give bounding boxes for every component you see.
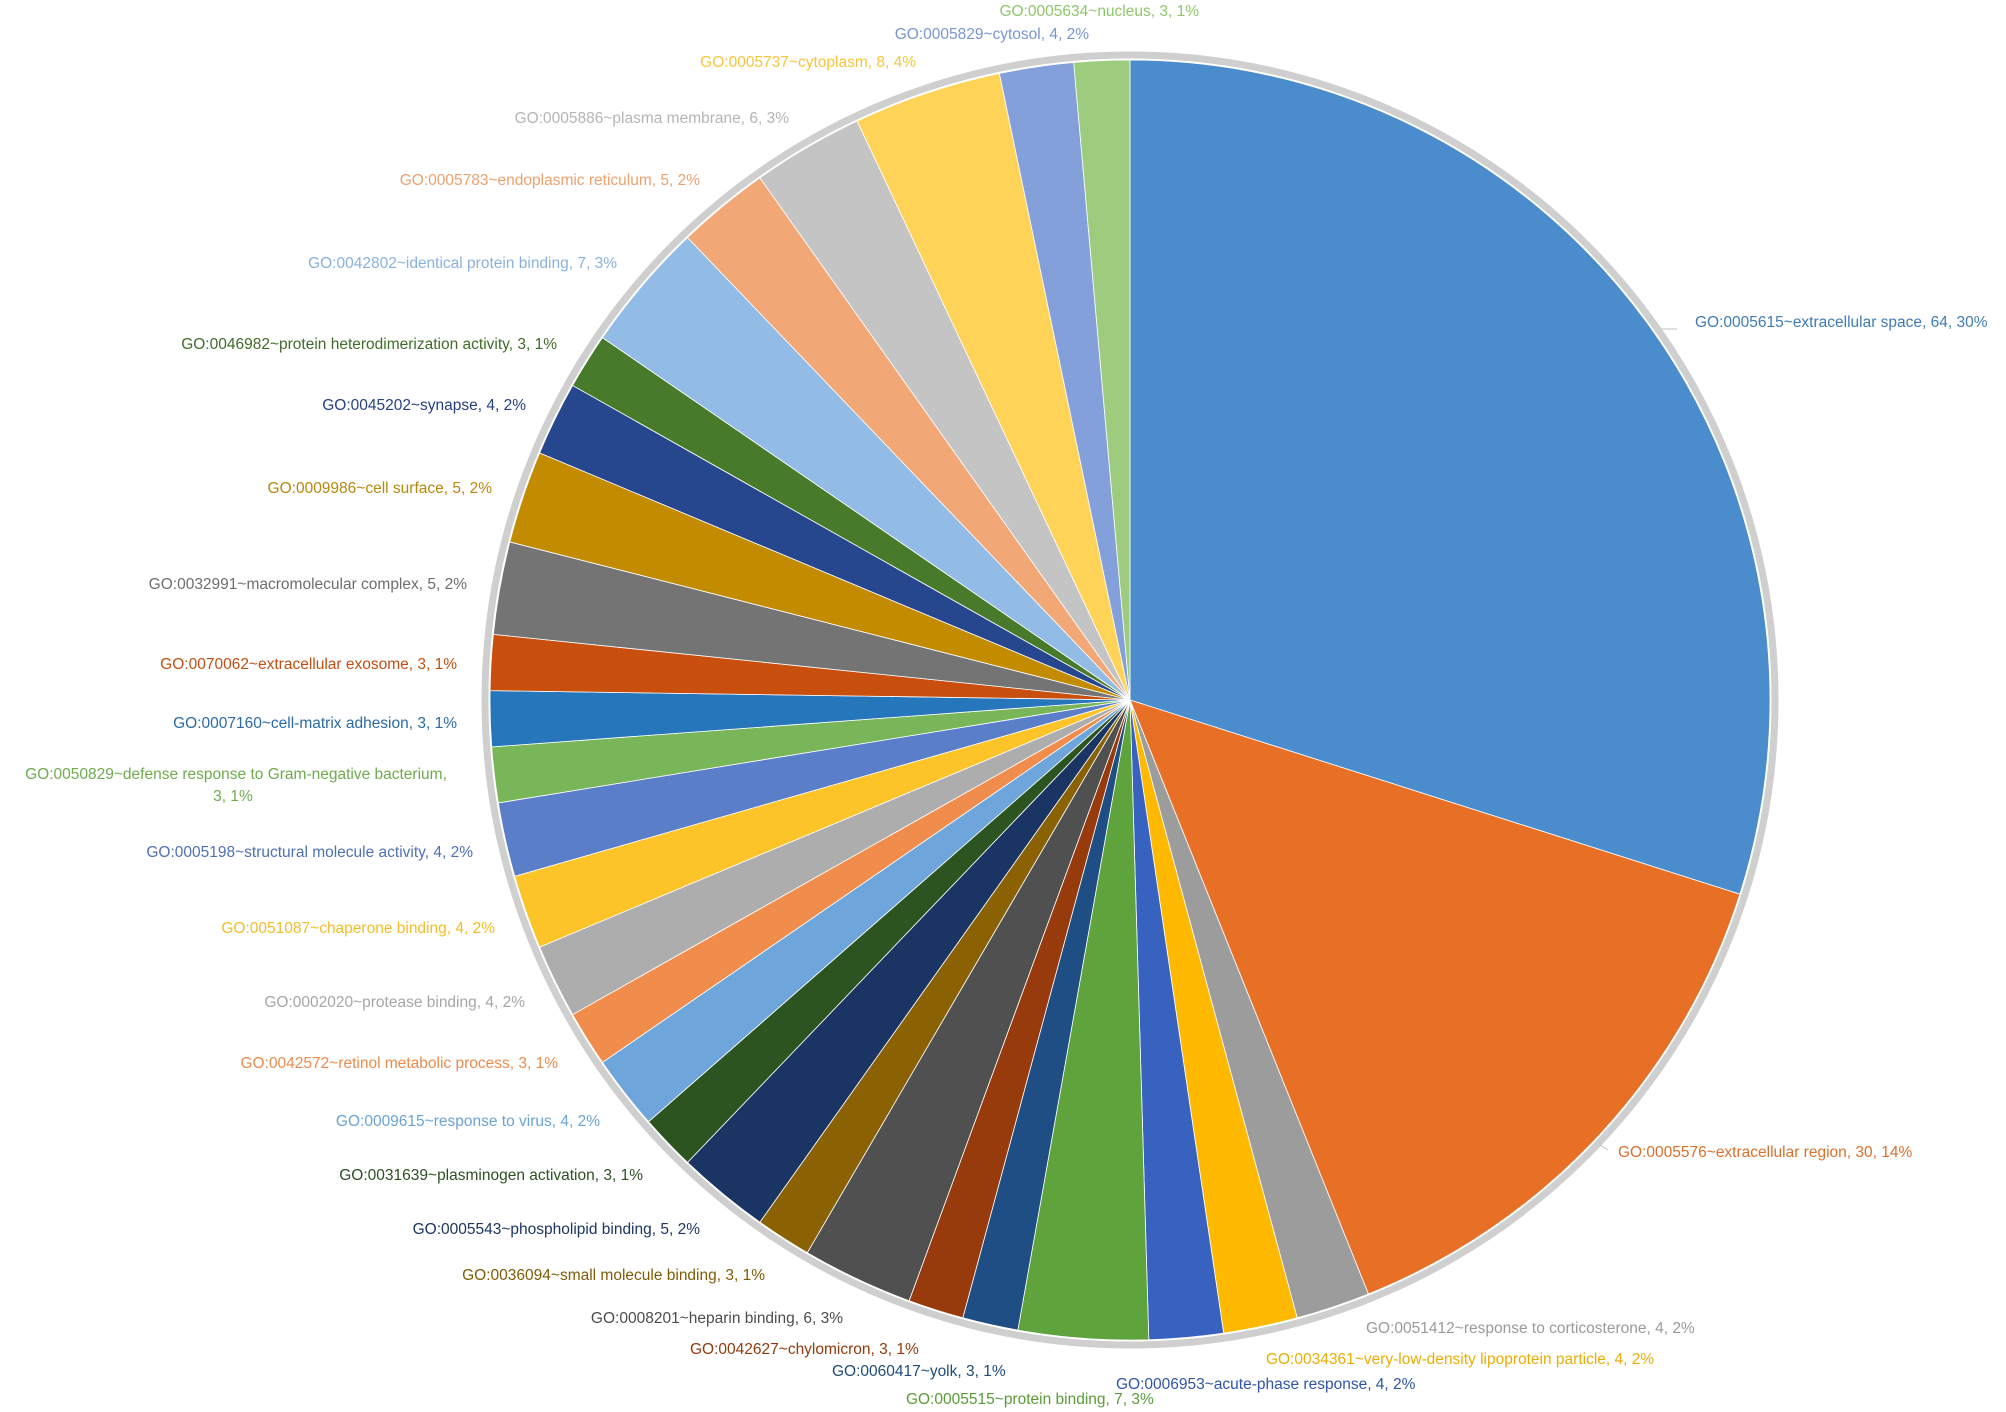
slice-label-5: GO:0006953~acute-phase response, 4, 2% [1116,1376,1416,1393]
slice-label-13: GO:0009615~response to virus, 4, 2% [336,1113,600,1130]
slice-label-20: GO:0070062~extracellular exosome, 3, 1% [160,656,457,673]
slice-label-23: GO:0045202~synapse, 4, 2% [322,397,526,414]
slice-label-8: GO:0042627~chylomicron, 3, 1% [690,1341,919,1358]
slice-label-18-line-1: GO:0050829~defense response to Gram-nega… [25,766,447,783]
slice-label-12: GO:0031639~plasminogen activation, 3, 1% [339,1167,643,1184]
pie-slice-2 [1129,699,1741,1295]
slice-label-21: GO:0032991~macromolecular complex, 5, 2% [149,576,468,593]
slice-label-24: GO:0046982~protein heterodimerization ac… [181,336,557,353]
slice-label-25: GO:0042802~identical protein binding, 7,… [308,255,617,272]
slice-label-4: GO:0034361~very-low-density lipoprotein … [1266,1351,1654,1368]
leader-lines [1599,328,1677,1151]
slice-label-9: GO:0008201~heparin binding, 6, 3% [591,1310,843,1327]
pie-slices [489,59,1771,1341]
slice-label-10: GO:0036094~small molecule binding, 3, 1% [462,1267,765,1284]
slice-label-29: GO:0005829~cytosol, 4, 2% [895,26,1090,43]
slice-label-22: GO:0009986~cell surface, 5, 2% [268,480,493,497]
slice-label-30: GO:0005634~nucleus, 3, 1% [1000,3,1200,20]
slice-label-3: GO:0051412~response to corticosterone, 4… [1366,1320,1695,1337]
pie-outline [481,51,1779,1349]
slice-label-6: GO:0005515~protein binding, 7, 3% [906,1391,1154,1408]
slice-label-28: GO:0005737~cytoplasm, 8, 4% [700,54,916,71]
slice-label-26: GO:0005783~endoplasmic reticulum, 5, 2% [400,172,700,189]
slice-label-2: GO:0005576~extracellular region, 30, 14% [1618,1144,1912,1161]
pie-slice-30 [1073,59,1131,701]
slice-label-15: GO:0002020~protease binding, 4, 2% [264,994,525,1011]
slice-label-27: GO:0005886~plasma membrane, 6, 3% [515,110,790,127]
slice-label-7: GO:0060417~yolk, 3, 1% [832,1363,1006,1380]
slice-labels: GO:0005615~extracellular space, 64, 30% G… [25,3,1988,1408]
slice-label-1: GO:0005615~extracellular space, 64, 30% [1695,314,1988,331]
slice-label-19: GO:0007160~cell-matrix adhesion, 3, 1% [173,715,457,732]
leader-line-2 [1599,1144,1609,1151]
slice-label-14: GO:0042572~retinol metabolic process, 3,… [240,1055,558,1072]
slice-label-16: GO:0051087~chaperone binding, 4, 2% [221,920,495,937]
slice-label-17: GO:0005198~structural molecule activity,… [146,844,473,861]
pie-slice-1 [1129,59,1771,895]
slice-label-18-line-2: 3, 1% [213,788,253,805]
slice-label-11: GO:0005543~phospholipid binding, 5, 2% [413,1221,701,1238]
